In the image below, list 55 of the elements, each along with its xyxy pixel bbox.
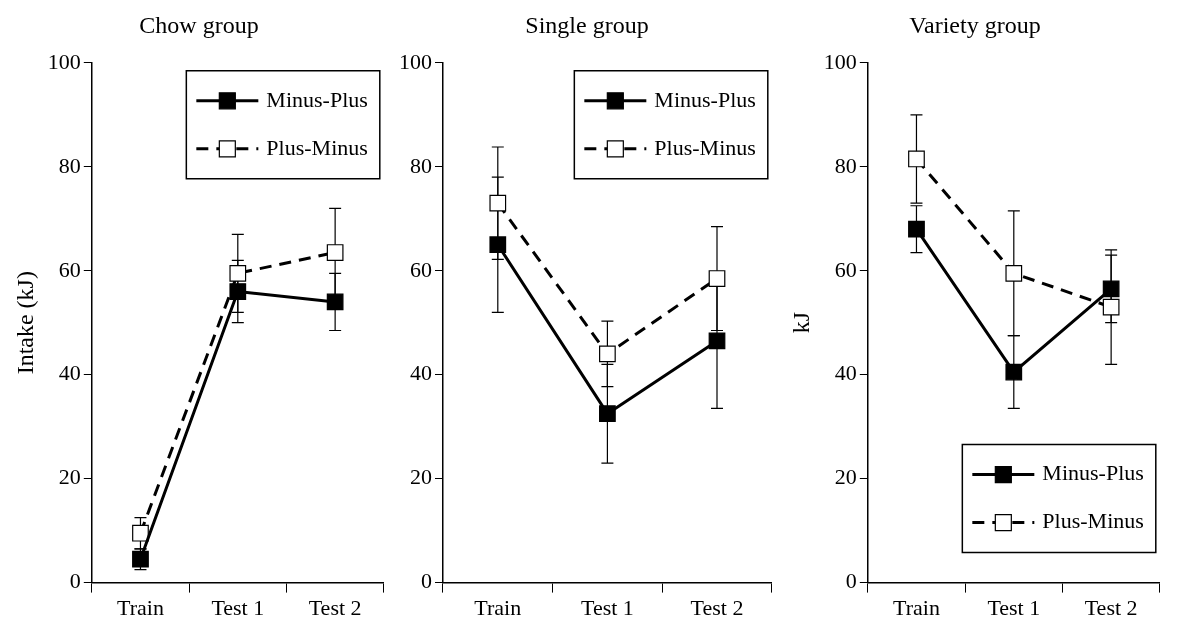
y-tick-label: 80 bbox=[410, 152, 432, 178]
y-tick-label: 60 bbox=[834, 256, 857, 282]
point bbox=[1005, 264, 1023, 282]
y-tick-label: 100 bbox=[47, 48, 81, 74]
y-tick-label: 40 bbox=[410, 360, 432, 386]
point bbox=[326, 244, 344, 261]
y-tick-label: 0 bbox=[421, 568, 432, 594]
point bbox=[229, 283, 247, 300]
y-tick-label: 80 bbox=[58, 152, 81, 178]
y-tick-label: 100 bbox=[399, 48, 432, 74]
y-axis-title: Intake (kJ) bbox=[11, 271, 38, 375]
chart-title: Single group bbox=[525, 11, 649, 38]
chart-title: Chow group bbox=[139, 11, 259, 38]
x-tick-label: Test 1 bbox=[211, 594, 265, 620]
x-tick-label: Train bbox=[117, 594, 164, 620]
y-tick-label: 100 bbox=[823, 48, 857, 74]
point bbox=[708, 270, 726, 287]
point bbox=[229, 264, 247, 282]
chart-title: Variety group bbox=[909, 11, 1041, 38]
point bbox=[132, 524, 149, 542]
x-tick-label: Test 1 bbox=[580, 594, 634, 620]
point bbox=[326, 293, 344, 311]
y-tick-label: 0 bbox=[69, 568, 81, 594]
y-tick-label: 0 bbox=[845, 568, 857, 594]
point bbox=[489, 194, 507, 212]
y-tick-label: 40 bbox=[58, 360, 81, 386]
y-axis-title: kJ bbox=[787, 312, 814, 334]
x-tick-label: Test 2 bbox=[308, 594, 362, 620]
y-tick-label: 40 bbox=[834, 360, 857, 386]
point bbox=[908, 150, 925, 168]
y-tick-label: 80 bbox=[834, 152, 857, 178]
legend-label: Minus-Plus bbox=[266, 86, 368, 112]
x-tick-label: Train bbox=[893, 594, 940, 620]
y-tick-label: 20 bbox=[58, 464, 81, 490]
legend-label: Minus-Plus bbox=[1042, 460, 1144, 486]
point bbox=[708, 332, 726, 350]
legend-label: Plus-Minus bbox=[266, 134, 368, 160]
legend-label: Minus-Plus bbox=[654, 86, 756, 112]
y-tick-label: 60 bbox=[410, 256, 432, 282]
x-tick-label: Test 1 bbox=[987, 594, 1041, 620]
x-tick-label: Test 2 bbox=[1084, 594, 1138, 620]
point bbox=[1102, 280, 1120, 298]
x-tick-label: Train bbox=[474, 594, 522, 620]
legend-label: Plus-Minus bbox=[1042, 508, 1144, 534]
point bbox=[489, 236, 507, 254]
y-tick-label: 20 bbox=[410, 464, 432, 490]
point bbox=[1102, 298, 1120, 316]
y-tick-label: 60 bbox=[58, 256, 81, 282]
x-tick-label: Test 2 bbox=[690, 594, 744, 620]
point bbox=[908, 220, 925, 238]
point bbox=[1005, 363, 1023, 381]
point bbox=[599, 405, 616, 423]
legend-label: Plus-Minus bbox=[654, 134, 756, 160]
point bbox=[599, 345, 616, 363]
y-tick-label: 20 bbox=[834, 464, 857, 490]
